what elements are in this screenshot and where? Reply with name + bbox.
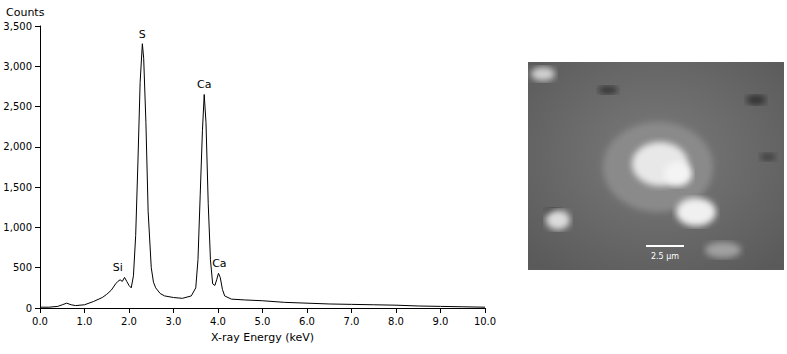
svg-text:10.0: 10.0 xyxy=(474,316,496,327)
svg-text:Ca: Ca xyxy=(197,78,211,91)
svg-text:S: S xyxy=(139,28,146,41)
svg-text:Counts: Counts xyxy=(6,6,45,19)
svg-text:0: 0 xyxy=(26,303,32,314)
svg-text:7.0: 7.0 xyxy=(344,316,360,327)
svg-text:1,500: 1,500 xyxy=(3,182,32,193)
svg-text:3.0: 3.0 xyxy=(166,316,182,327)
svg-text:3,500: 3,500 xyxy=(3,21,32,32)
svg-text:X-ray Energy (keV): X-ray Energy (keV) xyxy=(211,331,314,344)
svg-text:2.0: 2.0 xyxy=(121,316,137,327)
svg-text:2,000: 2,000 xyxy=(3,141,32,152)
svg-text:1,000: 1,000 xyxy=(3,222,32,233)
svg-text:Ca: Ca xyxy=(212,257,226,270)
svg-text:6.0: 6.0 xyxy=(299,316,315,327)
svg-text:2.5 µm: 2.5 µm xyxy=(651,252,679,261)
svg-text:3,000: 3,000 xyxy=(3,61,32,72)
svg-text:9.0: 9.0 xyxy=(433,316,449,327)
svg-text:Si: Si xyxy=(113,261,123,274)
svg-text:8.0: 8.0 xyxy=(388,316,404,327)
svg-text:500: 500 xyxy=(13,262,32,273)
svg-text:4.0: 4.0 xyxy=(210,316,226,327)
svg-text:0.0: 0.0 xyxy=(32,316,48,327)
svg-text:1.0: 1.0 xyxy=(77,316,93,327)
svg-text:5.0: 5.0 xyxy=(255,316,271,327)
svg-text:2,500: 2,500 xyxy=(3,101,32,112)
